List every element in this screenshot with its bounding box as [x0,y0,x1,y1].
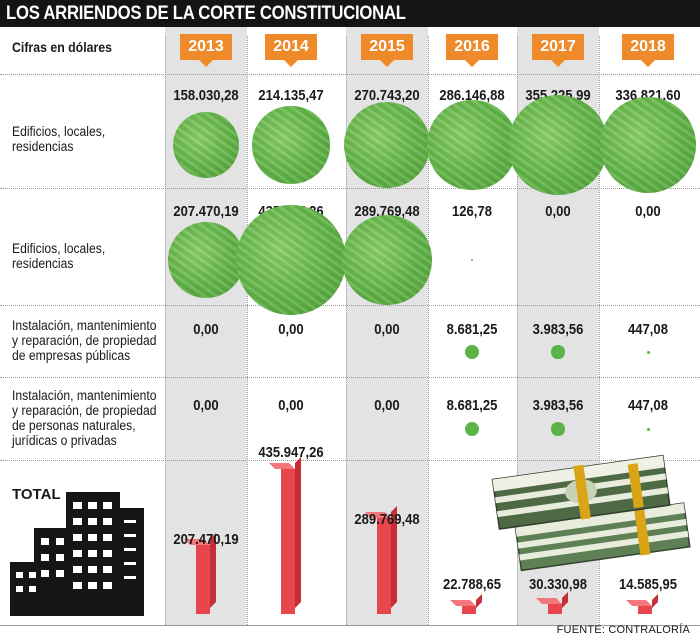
value-dot-2018 [646,350,650,354]
row-divider [0,305,700,306]
column-divider [346,36,347,625]
value-dot-2016 [471,259,473,261]
row-label-personas-naturales: Instalación, mantenimiento y reparación,… [12,388,157,448]
year-label-2017: 2017 [532,34,584,67]
header-bar: LOS ARRIENDOS DE LA CORTE CONSTITUCIONAL [0,0,700,27]
column-divider [165,36,166,625]
row2-value-2016: 126,78 [452,204,492,220]
row3-value-2017: 3.983,56 [532,322,584,338]
row-label-line: de empresas públicas [12,348,131,363]
row1-value-2015: 270.743,20 [354,88,420,104]
total-value-2018: 14.585,95 [618,577,678,593]
row-label-line: Edificios, locales, [12,241,106,256]
source-note: FUENTE: CONTRALORÍA [556,624,690,636]
column-divider [517,36,518,625]
row3-value-2018: 447,08 [628,322,668,338]
money-circle-2014 [252,106,330,184]
total-value-2017: 30.330,98 [528,577,588,593]
value-dot-2017 [551,345,565,359]
row4-value-2015: 0,00 [374,398,400,414]
row1-value-2014: 214.135,47 [258,88,324,104]
total-bar-2014 [281,469,295,614]
row2-value-2017: 0,00 [545,204,571,220]
year-label-2014: 2014 [265,34,317,67]
total-bar-2013 [196,544,210,614]
value-dot-2018 [646,427,650,431]
column-divider [599,36,600,625]
row-label-line: jurídicas o privadas [12,433,117,448]
row-label-line: residencias [12,139,74,154]
total-value-2013: 207.470,19 [173,532,239,548]
row-divider [0,74,700,75]
row3-value-2013: 0,00 [193,322,219,338]
row-divider [0,188,700,189]
row-label-edificios-1: Edificios, locales, residencias [12,124,105,154]
year-label-2015: 2015 [361,34,413,67]
column-divider [428,36,429,625]
row-label-line: Edificios, locales, [12,124,106,139]
row4-value-2017: 3.983,56 [532,398,584,414]
row2-value-2018: 0,00 [635,204,661,220]
row2-value-2013: 207.470,19 [173,204,239,220]
row-label-line: Instalación, mantenimiento [12,318,157,333]
total-value-2014: 435.947,26 [258,445,324,461]
year-label-2013: 2013 [180,34,232,67]
total-value-2016: 22.788,65 [442,577,502,593]
column-divider [247,36,248,625]
value-dot-2016 [465,345,479,359]
chart-title: LOS ARRIENDOS DE LA CORTE CONSTITUCIONAL [6,3,406,24]
row-divider [0,377,700,378]
total-bar-2016 [462,606,476,614]
row-label-line: y reparación, de propiedad [12,333,157,348]
units-label: Cifras en dólares [12,39,112,55]
total-label: TOTAL [12,486,61,503]
money-circle-2015 [343,101,431,189]
total-value-2015: 289.769,48 [354,512,420,528]
cash-stack-illustration [491,454,691,572]
money-circle-2015 [342,215,432,305]
value-dot-2016 [465,422,479,436]
money-circle-2013 [172,111,240,179]
row1-value-2016: 286.146,88 [439,88,505,104]
building-illustration [10,492,144,616]
row4-value-2014: 0,00 [278,398,304,414]
row2-value-2015: 289.769,48 [354,204,420,220]
row4-value-2018: 447,08 [628,398,668,414]
row-label-edificios-2: Edificios, locales, residencias [12,241,105,271]
row-label-line: de personas naturales, [12,418,136,433]
row4-value-2016: 8.681,25 [446,398,498,414]
row3-value-2016: 8.681,25 [446,322,498,338]
row-label-line: residencias [12,256,74,271]
money-circle-2017 [508,95,608,195]
year-label-2016: 2016 [446,34,498,67]
total-bar-2017 [548,603,562,614]
row-label-line: y reparación, de propiedad [12,403,157,418]
total-bar-2015 [377,517,391,614]
money-circle-2013 [168,222,244,298]
money-circle-2014 [236,205,346,315]
year-label-2018: 2018 [622,34,674,67]
row-label-line: Instalación, mantenimiento [12,388,157,403]
money-circle-2018 [599,96,697,194]
row3-value-2015: 0,00 [374,322,400,338]
row4-value-2013: 0,00 [193,398,219,414]
bottom-divider [0,625,700,626]
row1-value-2013: 158.030,28 [173,88,239,104]
money-circle-2016 [427,100,517,190]
row-divider [0,460,700,461]
total-bar-2018 [638,606,652,614]
row-label-empresas-publicas: Instalación, mantenimiento y reparación,… [12,318,157,363]
value-dot-2017 [551,422,565,436]
row3-value-2014: 0,00 [278,322,304,338]
